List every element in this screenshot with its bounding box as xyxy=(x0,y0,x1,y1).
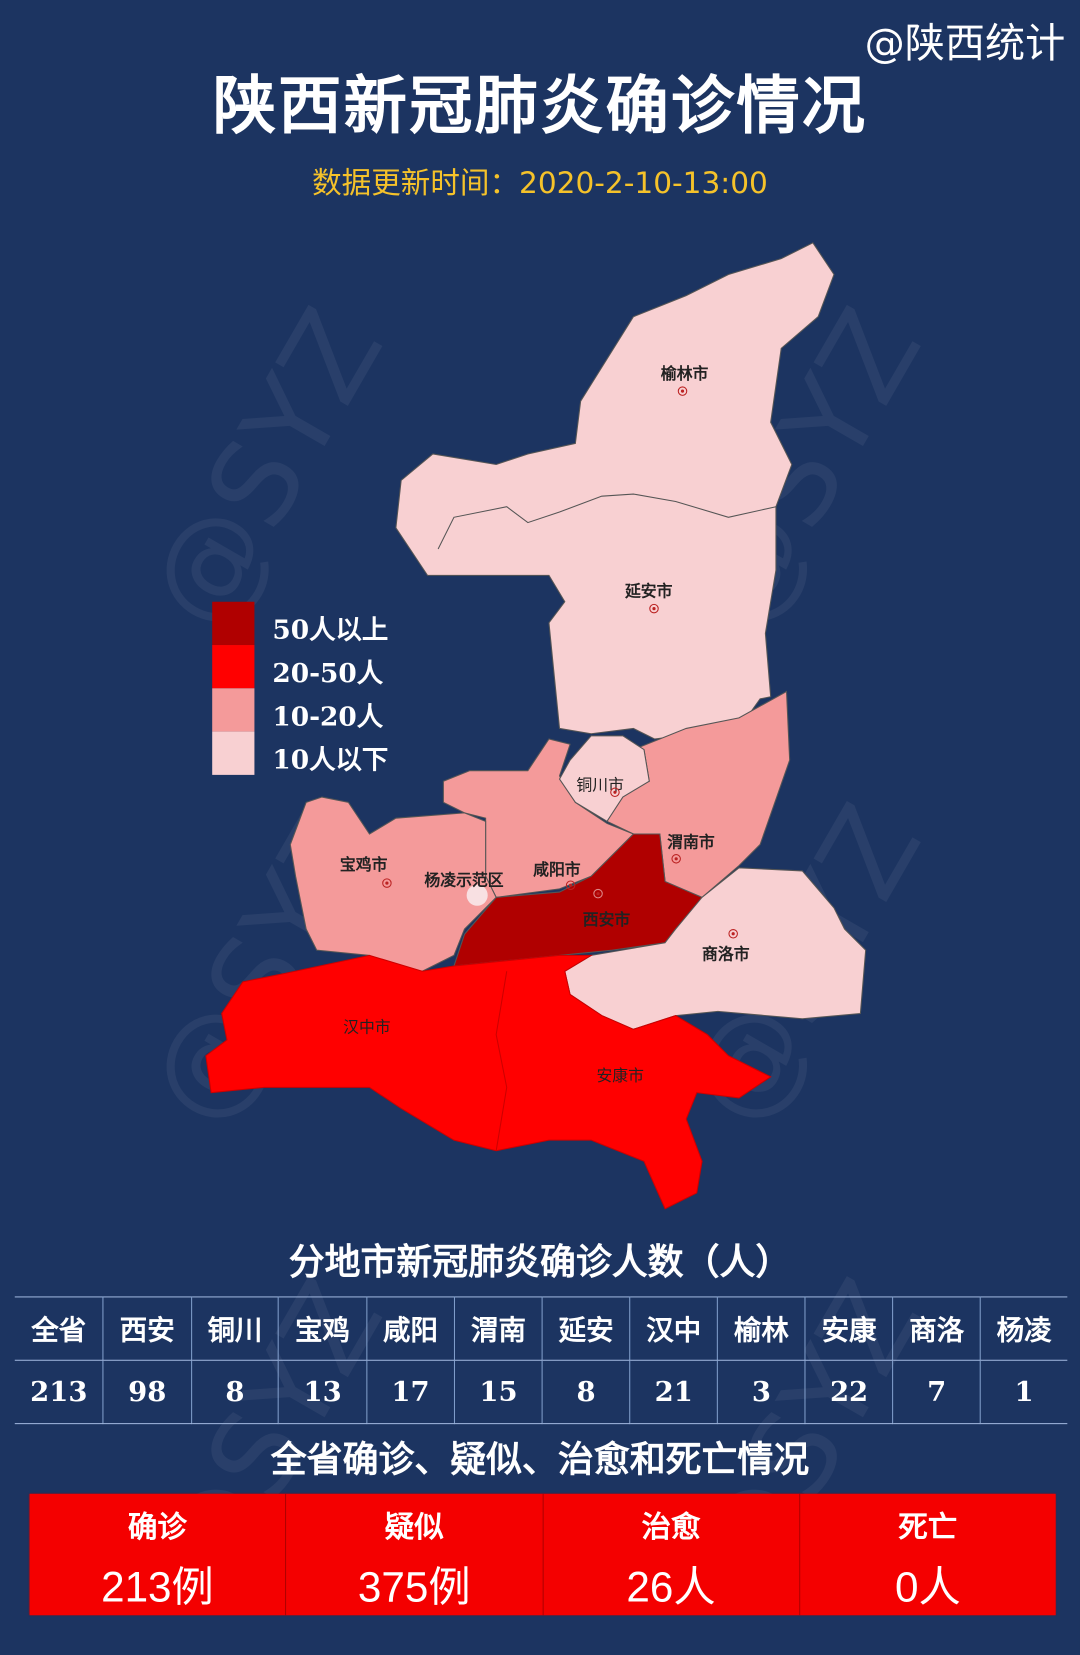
value-cell: 98 xyxy=(102,1360,192,1425)
city-marker-icon xyxy=(382,878,392,888)
legend-label: 50人以上 xyxy=(272,614,389,646)
value-cell: 3 xyxy=(717,1360,806,1425)
header-cell: 西安 xyxy=(102,1296,192,1361)
summary-value: 213例 xyxy=(101,1564,214,1611)
legend-swatch-50-plus xyxy=(212,601,255,646)
header-cell: 商洛 xyxy=(892,1296,981,1361)
header-cell: 渭南 xyxy=(453,1296,543,1361)
city-label-baoji: 宝鸡市 xyxy=(339,855,388,875)
city-marker-icon xyxy=(649,603,659,614)
region-baoji xyxy=(289,796,497,974)
summary-title: 全省确诊、疑似、治愈和死亡情况 xyxy=(270,1438,810,1482)
header-cell: 榆林 xyxy=(717,1296,806,1361)
summary-recovered: 治愈 26人 xyxy=(543,1493,800,1616)
summary-value: 0人 xyxy=(894,1564,961,1611)
header-cell: 汉中 xyxy=(629,1296,719,1361)
value-cell: 7 xyxy=(892,1360,981,1425)
table-title: 分地市新冠肺炎确诊人数（人） xyxy=(288,1241,792,1284)
summary-label: 治愈 xyxy=(641,1509,701,1545)
value-cell: 213 xyxy=(14,1360,104,1425)
table-row: 213 98 8 13 17 15 8 21 3 22 7 1 xyxy=(14,1360,1068,1425)
header-cell: 延安 xyxy=(541,1296,631,1361)
summary-value: 26人 xyxy=(626,1564,716,1611)
city-marker-icon xyxy=(671,854,681,864)
city-marker-icon xyxy=(610,787,620,798)
region-hanzhong-ankang xyxy=(205,954,772,1210)
page-title: 陕西新冠肺炎确诊情况 xyxy=(212,69,868,144)
region-yangling xyxy=(466,884,488,906)
legend-swatch-below-10 xyxy=(212,731,255,775)
city-label-xianyang: 咸阳市 xyxy=(533,860,581,880)
summary-label: 疑似 xyxy=(384,1509,444,1545)
account-handle: @陕西统计 xyxy=(864,20,1066,67)
header-cell: 安康 xyxy=(804,1296,894,1361)
legend-label: 10人以下 xyxy=(272,744,389,775)
header-cell: 铜川 xyxy=(190,1296,280,1361)
legend-label: 20-50人 xyxy=(272,657,384,689)
legend-swatch-10-20 xyxy=(212,688,255,732)
city-label-yulin: 榆林市 xyxy=(660,364,709,384)
city-label-weinan: 渭南市 xyxy=(667,832,715,852)
region-tongchuan xyxy=(558,735,650,823)
city-label-ankang: 安康市 xyxy=(596,1066,644,1086)
legend-label: 10-20人 xyxy=(272,700,384,732)
value-cell: 22 xyxy=(804,1360,894,1425)
update-time: 数据更新时间：2020-2-10-13:00 xyxy=(312,165,768,201)
summary-panel: 确诊 213例 疑似 375例 治愈 26人 死亡 0人 xyxy=(29,1493,1056,1616)
city-marker-icon xyxy=(728,929,738,939)
city-label-yanan: 延安市 xyxy=(624,581,673,601)
header-cell: 宝鸡 xyxy=(278,1296,368,1361)
value-cell: 21 xyxy=(629,1360,719,1425)
value-cell: 8 xyxy=(190,1360,280,1425)
summary-label: 死亡 xyxy=(898,1509,958,1545)
value-cell: 8 xyxy=(541,1360,631,1425)
summary-confirmed: 确诊 213例 xyxy=(30,1493,287,1616)
city-marker-icon xyxy=(677,386,688,396)
region-yulin-yanan xyxy=(395,242,835,740)
city-marker-icon xyxy=(593,888,603,899)
legend-swatch-20-50 xyxy=(212,645,255,689)
summary-suspected: 疑似 375例 xyxy=(286,1493,544,1616)
table-header-row: 全省 西安 铜川 宝鸡 咸阳 渭南 延安 汉中 榆林 安康 商洛 杨凌 xyxy=(14,1296,1068,1361)
city-label-yangling: 杨凌示范区 xyxy=(424,870,504,890)
border-hanzhong-ankang xyxy=(495,971,508,1151)
city-cases-table: 全省 西安 铜川 宝鸡 咸阳 渭南 延安 汉中 榆林 安康 商洛 杨凌 213 … xyxy=(14,1296,1068,1425)
city-label-hanzhong: 汉中市 xyxy=(343,1017,391,1037)
header-cell: 咸阳 xyxy=(366,1296,456,1361)
value-cell: 15 xyxy=(453,1360,543,1425)
summary-deaths: 死亡 0人 xyxy=(800,1494,1056,1615)
summary-label: 确诊 xyxy=(127,1509,187,1545)
summary-value: 375例 xyxy=(357,1564,471,1611)
value-cell: 1 xyxy=(979,1360,1068,1425)
header-cell: 全省 xyxy=(14,1296,104,1361)
city-label-shangluo: 商洛市 xyxy=(702,944,750,964)
value-cell: 17 xyxy=(366,1360,456,1425)
border-yulin-yanan xyxy=(437,493,777,550)
header-cell: 杨凌 xyxy=(979,1296,1068,1361)
city-label-xian: 西安市 xyxy=(582,910,631,930)
city-marker-icon xyxy=(565,880,576,890)
value-cell: 13 xyxy=(278,1360,368,1425)
